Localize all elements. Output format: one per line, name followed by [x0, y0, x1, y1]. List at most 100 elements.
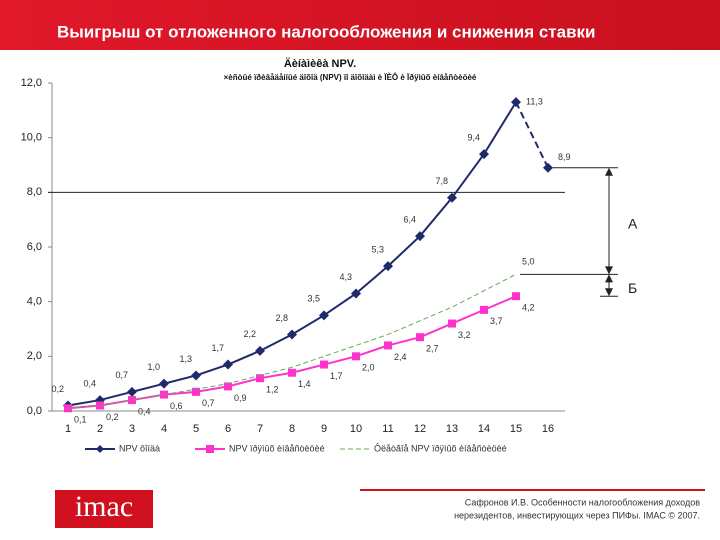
series-line [515, 101, 549, 169]
y-tick-label: 6,0 [27, 241, 42, 253]
x-tick-label: 10 [350, 423, 362, 435]
series-line [67, 273, 517, 409]
x-tick-label: 12 [414, 423, 426, 435]
point [543, 162, 553, 173]
data-label: 6,4 [403, 214, 416, 224]
x-tick-label: 11 [382, 423, 393, 435]
data-label: 0,6 [170, 401, 183, 411]
data-label: 5,0 [522, 257, 535, 267]
point [320, 360, 328, 369]
x-tick-label: 5 [193, 423, 199, 435]
point [479, 149, 489, 160]
data-label: 4,2 [522, 303, 535, 313]
data-label: 0,7 [202, 398, 215, 408]
data-label: 0,7 [115, 370, 128, 380]
x-tick-label: 13 [446, 423, 458, 435]
data-label: 1,7 [211, 343, 224, 353]
legend-label: NPV ôîíäà [119, 443, 160, 453]
x-tick-label: 6 [225, 423, 231, 435]
y-tick-label: 8,0 [27, 186, 42, 198]
point [191, 370, 201, 381]
point [192, 387, 200, 396]
annotation: Б [628, 280, 637, 296]
x-tick-label: 16 [542, 423, 554, 435]
data-label: 1,3 [179, 354, 192, 364]
arrow-head [605, 274, 613, 297]
data-label: 11,3 [526, 97, 543, 107]
series-line [67, 101, 517, 407]
point [287, 329, 297, 340]
data-label: 3,7 [490, 316, 503, 326]
x-tick-label: 8 [289, 423, 295, 435]
citation: Сафронов И.В. Особенности налогообложени… [465, 497, 700, 507]
y-tick-label: 2,0 [27, 350, 42, 362]
logo-box [55, 490, 153, 528]
point [159, 378, 169, 389]
point [351, 288, 361, 299]
data-label: 8,9 [558, 152, 571, 162]
legend-label: Ôëåòãîå NPV ïðÿìûõ èíâåñòèöèé [374, 443, 507, 453]
point [288, 368, 296, 377]
logo: imac [75, 490, 133, 523]
data-label: 3,2 [458, 330, 471, 340]
data-label: 0,2 [51, 384, 64, 394]
x-tick-label: 2 [97, 423, 103, 435]
data-label: 0,9 [234, 393, 247, 403]
data-label: 0,4 [83, 378, 96, 388]
data-label: 7,8 [435, 176, 448, 186]
data-label: 2,8 [275, 313, 288, 323]
x-tick-label: 1 [65, 423, 71, 435]
point [415, 231, 425, 242]
data-label: 2,2 [243, 329, 256, 339]
point [383, 261, 393, 272]
chart-title: Äèíàìèêà NPV. [284, 57, 356, 70]
data-label: 2,0 [362, 363, 375, 373]
x-tick-label: 7 [257, 423, 263, 435]
point [224, 382, 232, 391]
chart-subtitle: ×èñòûé ïðèâåäåííûé äîõîä (NPV) ïî äîõîäà… [224, 73, 477, 82]
header-bar [0, 0, 720, 50]
data-label: 1,0 [147, 362, 160, 372]
point [448, 319, 456, 328]
point [352, 352, 360, 361]
data-label: 1,2 [266, 385, 279, 395]
y-tick-label: 10,0 [21, 132, 42, 144]
y-tick-label: 0,0 [27, 405, 42, 417]
point [512, 292, 520, 301]
data-label: 0,1 [74, 415, 87, 425]
x-tick-label: 9 [321, 423, 327, 435]
x-tick-label: 15 [510, 423, 522, 435]
point [255, 345, 265, 356]
x-tick-label: 3 [129, 423, 135, 435]
y-tick-label: 4,0 [27, 296, 42, 308]
legend-marker [96, 445, 104, 453]
point [384, 341, 392, 350]
annotation: А [628, 216, 638, 232]
data-label: 2,4 [394, 352, 407, 362]
point [319, 310, 329, 321]
legend-marker [206, 445, 214, 453]
data-label: 0,4 [138, 406, 151, 416]
data-label: 9,4 [467, 132, 480, 142]
data-label: 0,2 [106, 412, 119, 422]
legend-label: NPV ïðÿìûõ èíâåñòèöèé [229, 443, 325, 453]
point [416, 333, 424, 342]
point [511, 97, 521, 108]
point [127, 386, 137, 397]
data-label: 1,7 [330, 371, 343, 381]
data-label: 2,7 [426, 344, 439, 354]
point [256, 374, 264, 383]
x-tick-label: 4 [161, 423, 167, 435]
citation: нерезидентов, инвестирующих через ПИФы. … [454, 510, 700, 520]
point [480, 305, 488, 314]
data-label: 5,3 [371, 245, 384, 255]
x-tick-label: 14 [478, 423, 490, 435]
data-label: 4,3 [339, 272, 352, 282]
point [447, 192, 457, 203]
y-tick-label: 12,0 [21, 77, 42, 89]
slide-title: Выигрыш от отложенного налогообложения и… [57, 22, 596, 41]
data-label: 1,4 [298, 379, 311, 389]
data-label: 3,5 [307, 294, 320, 304]
point [223, 359, 233, 370]
